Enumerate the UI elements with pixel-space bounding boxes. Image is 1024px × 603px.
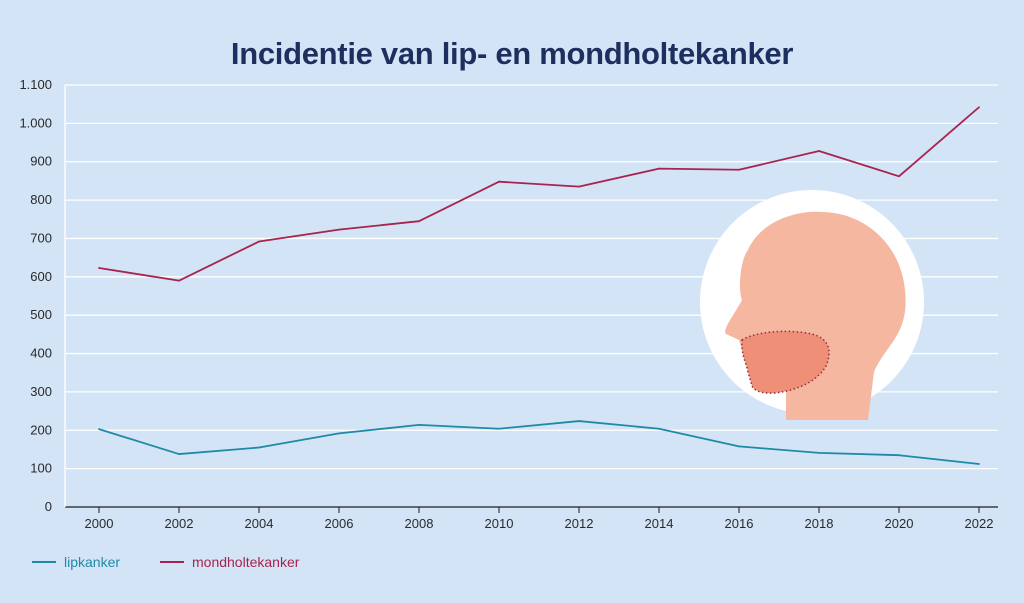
series-line-mondholtekanker	[98, 106, 980, 282]
data-point-lipkanker	[178, 453, 180, 455]
y-tick-label: 500	[30, 307, 52, 322]
data-point-lipkanker	[98, 428, 100, 431]
y-tick-label: 1.000	[19, 115, 52, 130]
data-point-mondholtekanker	[818, 150, 820, 152]
data-point-lipkanker	[818, 452, 820, 454]
data-point-mondholtekanker	[498, 180, 500, 183]
grid-lines	[64, 84, 998, 508]
y-tick-label: 600	[30, 269, 52, 284]
legend-label-mondholtekanker: mondholtekanker	[192, 554, 300, 570]
x-tick-label: 2002	[165, 516, 194, 531]
x-tick-label: 2022	[965, 516, 994, 531]
x-tick-label: 2006	[325, 516, 354, 531]
x-tick-label: 2018	[805, 516, 834, 531]
data-point-mondholtekanker	[898, 175, 900, 178]
y-tick-label: 700	[30, 230, 52, 245]
data-point-mondholtekanker	[418, 220, 420, 223]
series-line-lipkanker	[98, 420, 980, 465]
data-point-lipkanker	[658, 427, 660, 430]
x-tick-label: 2008	[405, 516, 434, 531]
data-point-mondholtekanker	[338, 228, 340, 231]
x-tick-label: 2012	[565, 516, 594, 531]
x-tick-label: 2016	[725, 516, 754, 531]
data-point-lipkanker	[578, 420, 580, 422]
head-profile-mouth-icon	[700, 190, 924, 420]
data-point-mondholtekanker	[258, 240, 260, 243]
x-tick-label: 2014	[645, 516, 674, 531]
chart-title: Incidentie van lip- en mondholtekanker	[230, 36, 794, 71]
x-tick-label: 2000	[85, 516, 114, 531]
y-tick-label: 900	[30, 154, 52, 169]
legend-item-lipkanker: lipkanker	[32, 554, 120, 570]
data-point-mondholtekanker	[178, 279, 180, 282]
data-point-lipkanker	[338, 432, 340, 435]
data-point-mondholtekanker	[738, 168, 740, 171]
data-point-mondholtekanker	[978, 106, 980, 109]
y-tick-label: 100	[30, 461, 52, 476]
y-tick-label: 0	[45, 499, 52, 514]
legend-swatch-lipkanker	[32, 561, 56, 563]
x-tick-label: 2010	[485, 516, 514, 531]
data-point-lipkanker	[898, 454, 900, 457]
y-tick-label: 1.100	[19, 77, 52, 92]
data-point-mondholtekanker	[658, 167, 660, 170]
series-lines	[98, 106, 980, 465]
x-tick-label: 2020	[885, 516, 914, 531]
data-point-lipkanker	[498, 427, 500, 430]
x-tick-label: 2004	[245, 516, 274, 531]
data-point-lipkanker	[418, 424, 420, 426]
legend-swatch-mondholtekanker	[160, 561, 184, 563]
x-axis: 2000 2002 2004 2006 2008 2010 2012 2014 2016 2018…	[85, 507, 994, 531]
y-axis-labels: 0 100 200 300 400 500 600 700 800 900 1.000 1.100	[19, 77, 52, 514]
data-point-mondholtekanker	[578, 185, 580, 188]
data-point-lipkanker	[738, 445, 740, 448]
legend-item-mondholtekanker: mondholtekanker	[160, 554, 299, 570]
y-tick-label: 800	[30, 192, 52, 207]
data-point-lipkanker	[978, 463, 980, 465]
data-point-mondholtekanker	[98, 267, 100, 269]
legend-label-lipkanker: lipkanker	[64, 554, 121, 570]
y-tick-label: 400	[30, 346, 52, 361]
y-tick-label: 300	[30, 384, 52, 399]
data-point-lipkanker	[258, 446, 260, 449]
y-tick-label: 200	[30, 422, 52, 437]
